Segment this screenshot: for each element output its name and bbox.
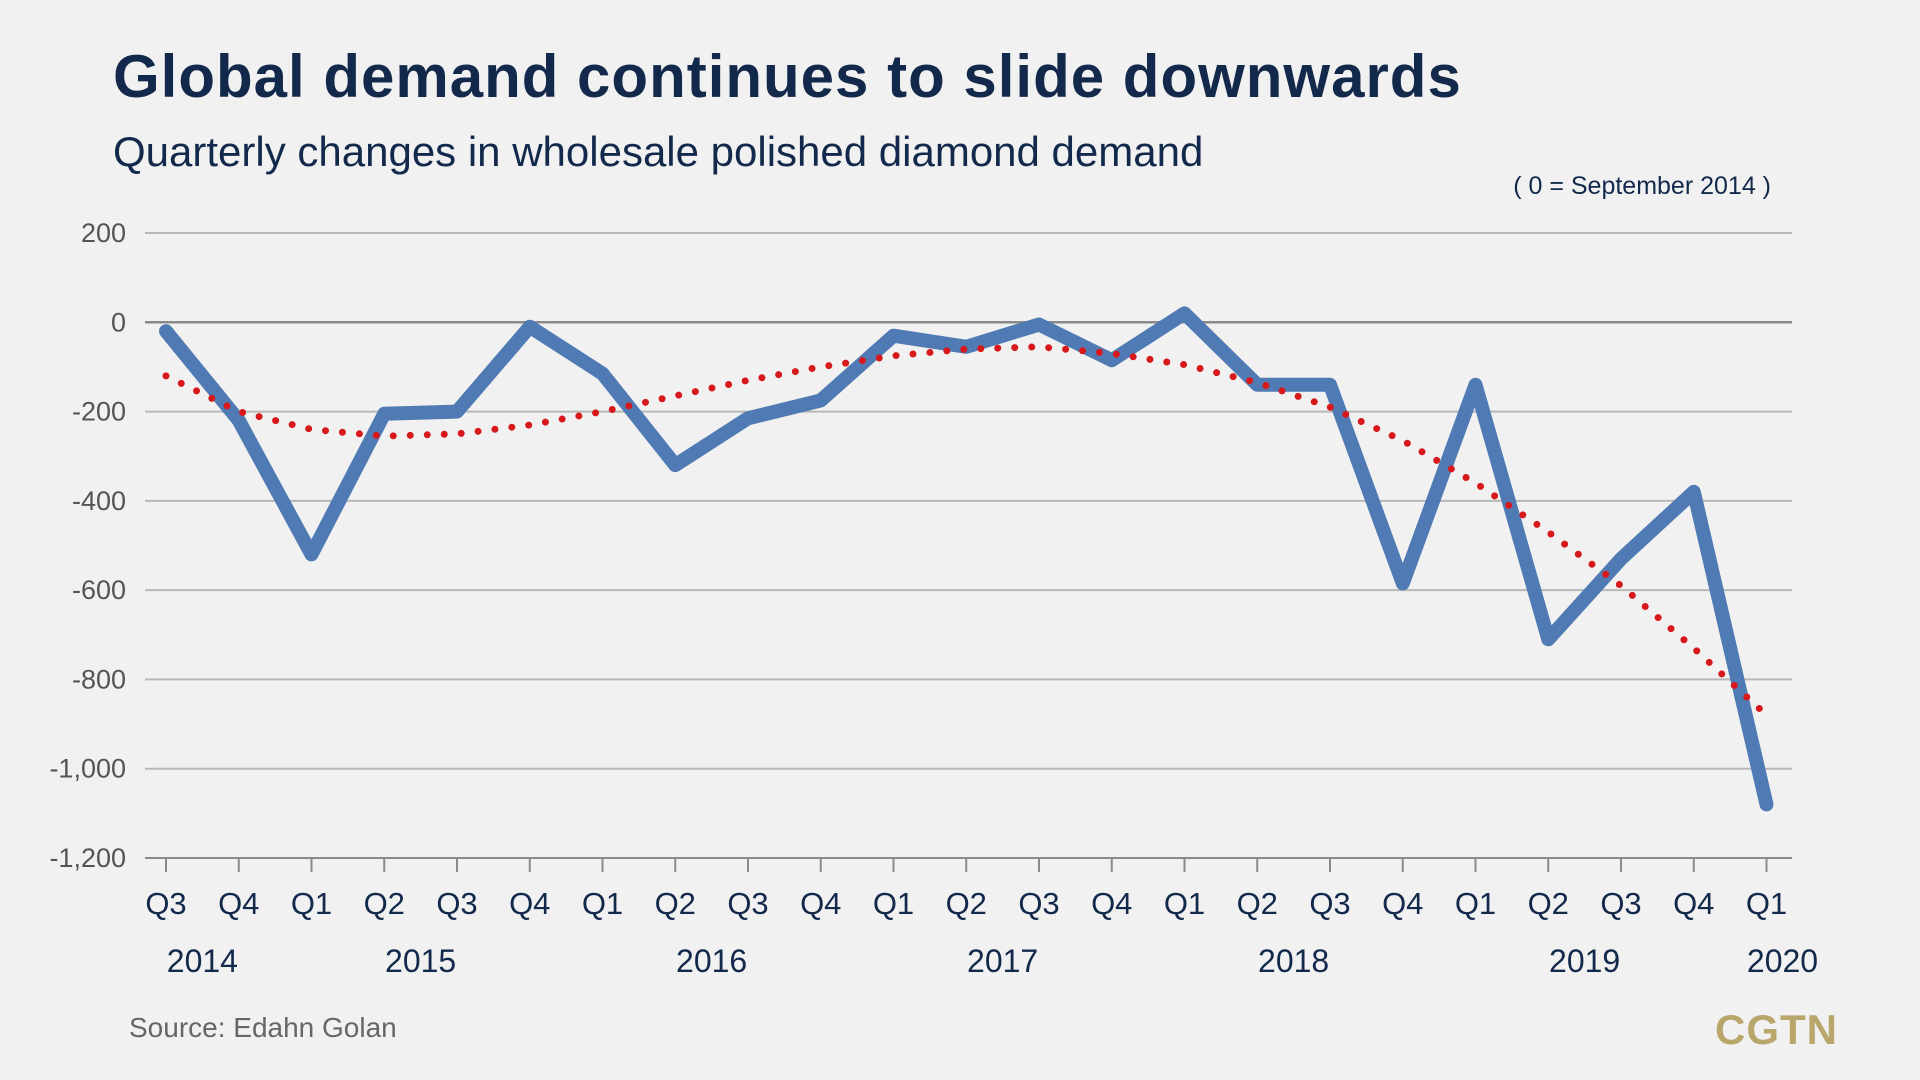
brand-logo: CGTN bbox=[1715, 1006, 1838, 1053]
source-note: Source: Edahn Golan bbox=[129, 1012, 397, 1043]
x-tick-label: Q3 bbox=[727, 886, 768, 921]
x-tick-label: Q4 bbox=[800, 886, 841, 921]
x-tick-label: Q3 bbox=[1600, 886, 1641, 921]
x-tick-label: Q4 bbox=[1091, 886, 1132, 921]
x-tick-label: Q2 bbox=[1237, 886, 1278, 921]
x-tick-label: Q4 bbox=[1382, 886, 1423, 921]
y-tick-label: 200 bbox=[81, 218, 126, 248]
y-tick-label: 0 bbox=[111, 307, 126, 337]
grid-lines bbox=[145, 232, 1792, 859]
y-axis-ticks: 200 0 -200 -400 -600 -800 -1,000 -1,200 bbox=[49, 218, 126, 873]
x-axis-years: 2014 2015 2016 2017 2018 2019 2020 bbox=[167, 943, 1818, 979]
x-tick-label: Q1 bbox=[291, 886, 332, 921]
trend-line bbox=[162, 343, 1770, 719]
series-lines bbox=[159, 306, 1774, 812]
x-axis-ticks: Q3 Q4 Q1 Q2 Q3 Q4 Q1 Q2 Q3 Q4 Q1 Q2 Q3 Q4 Q1 Q2 Q3 Q4 Q1 Q2… bbox=[145, 886, 1787, 921]
chart-subtitle: Quarterly changes in wholesale polished … bbox=[113, 128, 1204, 175]
y-tick-label: -600 bbox=[72, 575, 126, 605]
x-tick-label: Q1 bbox=[1164, 886, 1205, 921]
x-tick-label: Q1 bbox=[873, 886, 914, 921]
x-tick-label: Q4 bbox=[1673, 886, 1714, 921]
x-tick-label: Q4 bbox=[509, 886, 550, 921]
year-label: 2014 bbox=[167, 943, 238, 979]
y-tick-label: -1,200 bbox=[49, 843, 126, 873]
chart-title: Global demand continues to slide downwar… bbox=[113, 43, 1462, 110]
x-tick-label: Q3 bbox=[1309, 886, 1350, 921]
y-tick-label: -400 bbox=[72, 486, 126, 516]
year-label: 2019 bbox=[1549, 943, 1620, 979]
x-tick-label: Q3 bbox=[436, 886, 477, 921]
chart-note: ( 0 = September 2014 ) bbox=[1513, 172, 1771, 200]
x-tick-label: Q2 bbox=[655, 886, 696, 921]
x-tick-label: Q1 bbox=[1455, 886, 1496, 921]
y-tick-label: -200 bbox=[72, 397, 126, 427]
y-tick-label: -800 bbox=[72, 664, 126, 694]
x-tick-label: Q2 bbox=[946, 886, 987, 921]
year-label: 2015 bbox=[385, 943, 456, 979]
x-axis bbox=[145, 857, 1792, 872]
year-label: 2016 bbox=[676, 943, 747, 979]
year-label: 2017 bbox=[967, 943, 1038, 979]
year-label: 2018 bbox=[1258, 943, 1329, 979]
x-tick-label: Q2 bbox=[1528, 886, 1569, 921]
year-label: 2020 bbox=[1747, 943, 1818, 979]
x-tick-label: Q3 bbox=[145, 886, 186, 921]
x-tick-label: Q4 bbox=[218, 886, 259, 921]
x-tick-label: Q2 bbox=[364, 886, 405, 921]
x-tick-label: Q3 bbox=[1018, 886, 1059, 921]
x-tick-label: Q1 bbox=[582, 886, 623, 921]
y-tick-label: -1,000 bbox=[49, 754, 126, 784]
x-tick-label: Q1 bbox=[1746, 886, 1787, 921]
demand-line bbox=[159, 306, 1774, 812]
